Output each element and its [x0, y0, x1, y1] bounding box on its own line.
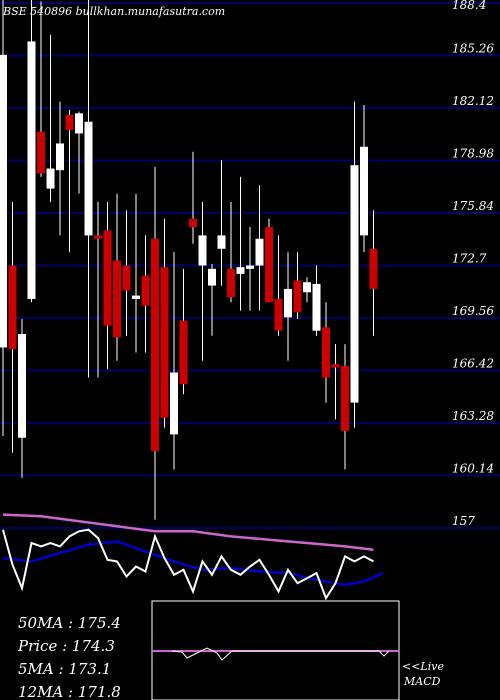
macd-live-label: <<Live — [402, 660, 444, 673]
candle-body-up — [18, 334, 26, 438]
candle-body-down — [65, 115, 74, 131]
y-axis-ticks: 188.4 185.26 182.12 178.98 175.84 172.7 169.56… — [452, 0, 494, 528]
y-tick-label: 163.28 — [452, 409, 494, 423]
y-tick-label: 160.14 — [452, 462, 494, 476]
candle-body-up — [312, 283, 321, 331]
candle-body-down — [369, 248, 378, 289]
legend-12ma: 12MA : 171.8 — [18, 683, 121, 700]
candle-body-up — [170, 372, 178, 435]
candle-body-down — [94, 235, 102, 239]
candle-body-down — [179, 320, 188, 385]
candle-body-down — [122, 265, 131, 291]
moving-average-lines — [2, 513, 384, 601]
y-tick-label: 185.26 — [452, 42, 494, 56]
y-tick-label: 175.84 — [452, 199, 494, 213]
legend-5ma: 5MA : 173.1 — [18, 660, 111, 678]
candle-body-up — [217, 235, 226, 249]
candle-body-down — [331, 364, 340, 368]
macd-panel: <<Live MACD — [151, 600, 444, 700]
candle-body-down — [189, 218, 197, 228]
candle-body-down — [113, 260, 121, 338]
ma-line-price — [2, 528, 374, 601]
candle-body-up — [27, 41, 36, 299]
candle-body-up — [198, 235, 207, 266]
candle-body-up — [132, 295, 140, 299]
candlesticks — [0, 0, 378, 520]
candle-body-up — [255, 238, 264, 266]
candle-body-up — [236, 267, 245, 274]
candle-body-up — [284, 288, 292, 318]
y-tick-label: 169.56 — [452, 304, 494, 318]
chart-title: BSE 540896 bullkhan.munafasutra.com — [2, 5, 225, 18]
candle-body-up — [56, 143, 64, 171]
candle-body-down — [265, 227, 273, 303]
y-tick-label: 172.7 — [452, 252, 487, 266]
ma-legend: 50MA : 175.4 Price : 174.3 5MA : 173.1 1… — [17, 614, 121, 700]
ma-line-50ma — [2, 513, 374, 551]
y-tick-label: 166.42 — [452, 357, 494, 371]
candle-body-down — [151, 238, 159, 452]
macd-label: MACD — [403, 675, 441, 688]
y-tick-label: 157 — [452, 514, 475, 528]
candle-body-down — [8, 265, 17, 350]
candle-body-up — [84, 121, 93, 236]
candle-body-up — [246, 265, 254, 269]
y-tick-label: 178.98 — [452, 147, 494, 161]
candle-body-up — [350, 165, 359, 403]
candle-body-up — [75, 113, 83, 134]
ma-line-12ma — [2, 540, 384, 587]
y-tick-label: 182.12 — [452, 94, 494, 108]
candle-body-down — [227, 268, 235, 298]
candle-body-up — [360, 146, 368, 236]
candle-body-down — [322, 327, 330, 378]
legend-price: Price : 174.3 — [17, 637, 115, 655]
candle-body-down — [103, 230, 112, 326]
candle-body-up — [0, 54, 7, 348]
candle-body-up — [208, 268, 216, 286]
candle-body-down — [274, 298, 283, 331]
candle-body-down — [160, 267, 169, 418]
candle-body-down — [293, 280, 302, 313]
candle-body-up — [303, 282, 311, 293]
macd-line — [171, 647, 390, 661]
candle-body-up — [46, 168, 55, 189]
candle-body-down — [341, 365, 349, 432]
candle-body-down — [37, 131, 45, 174]
candle-body-down — [141, 275, 150, 306]
y-tick-label: 188.4 — [452, 0, 486, 12]
legend-50ma: 50MA : 175.4 — [18, 614, 121, 632]
